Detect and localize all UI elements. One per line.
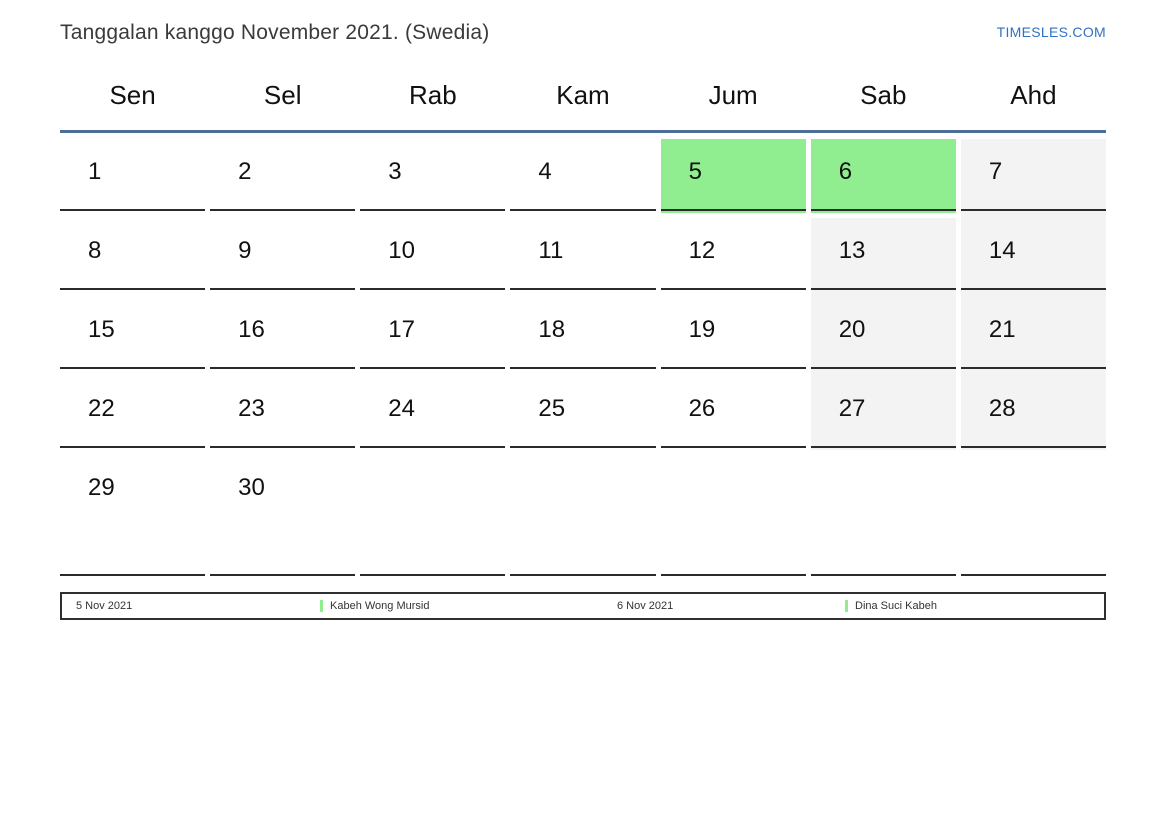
date-cell: 13 bbox=[810, 218, 956, 292]
legend-text: Kabeh Wong Mursid bbox=[330, 600, 430, 612]
calendar-week-row: 29 30 bbox=[60, 455, 1107, 578]
date-cell: 21 bbox=[960, 297, 1107, 371]
date-cell: 30 bbox=[210, 455, 356, 578]
date-cell bbox=[960, 455, 1107, 578]
weekday-header: Rab bbox=[409, 80, 457, 110]
date-cell: 5 bbox=[660, 139, 806, 213]
date-cell: 26 bbox=[660, 376, 806, 450]
date-cell: 1 bbox=[60, 139, 206, 213]
weekday-header: Sab bbox=[860, 80, 907, 110]
legend-text: Dina Suci Kabeh bbox=[855, 600, 937, 612]
date-cell: 3 bbox=[360, 139, 506, 213]
date-cell: 2 bbox=[210, 139, 356, 213]
date-cell: 18 bbox=[510, 297, 656, 371]
weekday-header: Sel bbox=[263, 80, 302, 110]
date-cell: 10 bbox=[360, 218, 506, 292]
legend-text: 5 Nov 2021 bbox=[76, 600, 133, 612]
date-cell: 8 bbox=[60, 218, 206, 292]
calendar-grid: 1 2 3 4 5 6 7 8 9 10 11 12 13 14 15 16 17 18 19 20 21 22 23 24 2… bbox=[60, 139, 1107, 583]
topbar: Tanggalan kanggo November 2021. (Swedia)… bbox=[60, 20, 1106, 45]
legend-event: Dina Suci Kabeh bbox=[845, 600, 1104, 612]
date-cell bbox=[510, 455, 656, 578]
weekday-header: Kam bbox=[556, 80, 610, 110]
date-cell: 24 bbox=[360, 376, 506, 450]
weekday-row: Sen Sel Rab Kam Jum Sab Ahd bbox=[60, 76, 1106, 133]
date-cell: 6 bbox=[810, 139, 956, 213]
date-cell: 28 bbox=[960, 376, 1107, 450]
legend-event: Kabeh Wong Mursid bbox=[320, 600, 617, 612]
weekday-header: Jum bbox=[708, 80, 758, 110]
weekday-header: Sen bbox=[109, 80, 156, 110]
date-cell bbox=[810, 455, 956, 578]
date-cell: 12 bbox=[660, 218, 806, 292]
date-cell: 19 bbox=[660, 297, 806, 371]
legend-date: 5 Nov 2021 bbox=[76, 600, 320, 612]
calendar-week-row: 8 9 10 11 12 13 14 bbox=[60, 218, 1107, 292]
date-cell: 15 bbox=[60, 297, 206, 371]
date-cell: 14 bbox=[960, 218, 1107, 292]
date-cell: 9 bbox=[210, 218, 356, 292]
legend-bar: 5 Nov 2021 Kabeh Wong Mursid 6 Nov 2021 Din… bbox=[60, 592, 1106, 620]
legend-date: 6 Nov 2021 bbox=[617, 600, 845, 612]
date-cell bbox=[360, 455, 506, 578]
legend-text: 6 Nov 2021 bbox=[617, 600, 674, 612]
event-marker-icon bbox=[320, 600, 323, 612]
date-cell: 27 bbox=[810, 376, 956, 450]
date-cell: 11 bbox=[510, 218, 656, 292]
date-cell: 4 bbox=[510, 139, 656, 213]
date-cell: 25 bbox=[510, 376, 656, 450]
date-cell: 7 bbox=[960, 139, 1107, 213]
calendar-week-row: 15 16 17 18 19 20 21 bbox=[60, 297, 1107, 371]
weekday-header: Ahd bbox=[1010, 80, 1057, 110]
date-cell: 29 bbox=[60, 455, 206, 578]
date-cell: 20 bbox=[810, 297, 956, 371]
calendar-week-row: 22 23 24 25 26 27 28 bbox=[60, 376, 1107, 450]
date-cell: 22 bbox=[60, 376, 206, 450]
date-cell bbox=[660, 455, 806, 578]
date-cell: 17 bbox=[360, 297, 506, 371]
page-title: Tanggalan kanggo November 2021. (Swedia) bbox=[60, 21, 490, 44]
date-cell: 16 bbox=[210, 297, 356, 371]
timesles-link[interactable]: TIMESLES.COM bbox=[996, 24, 1106, 40]
event-marker-icon bbox=[845, 600, 848, 612]
date-cell: 23 bbox=[210, 376, 356, 450]
